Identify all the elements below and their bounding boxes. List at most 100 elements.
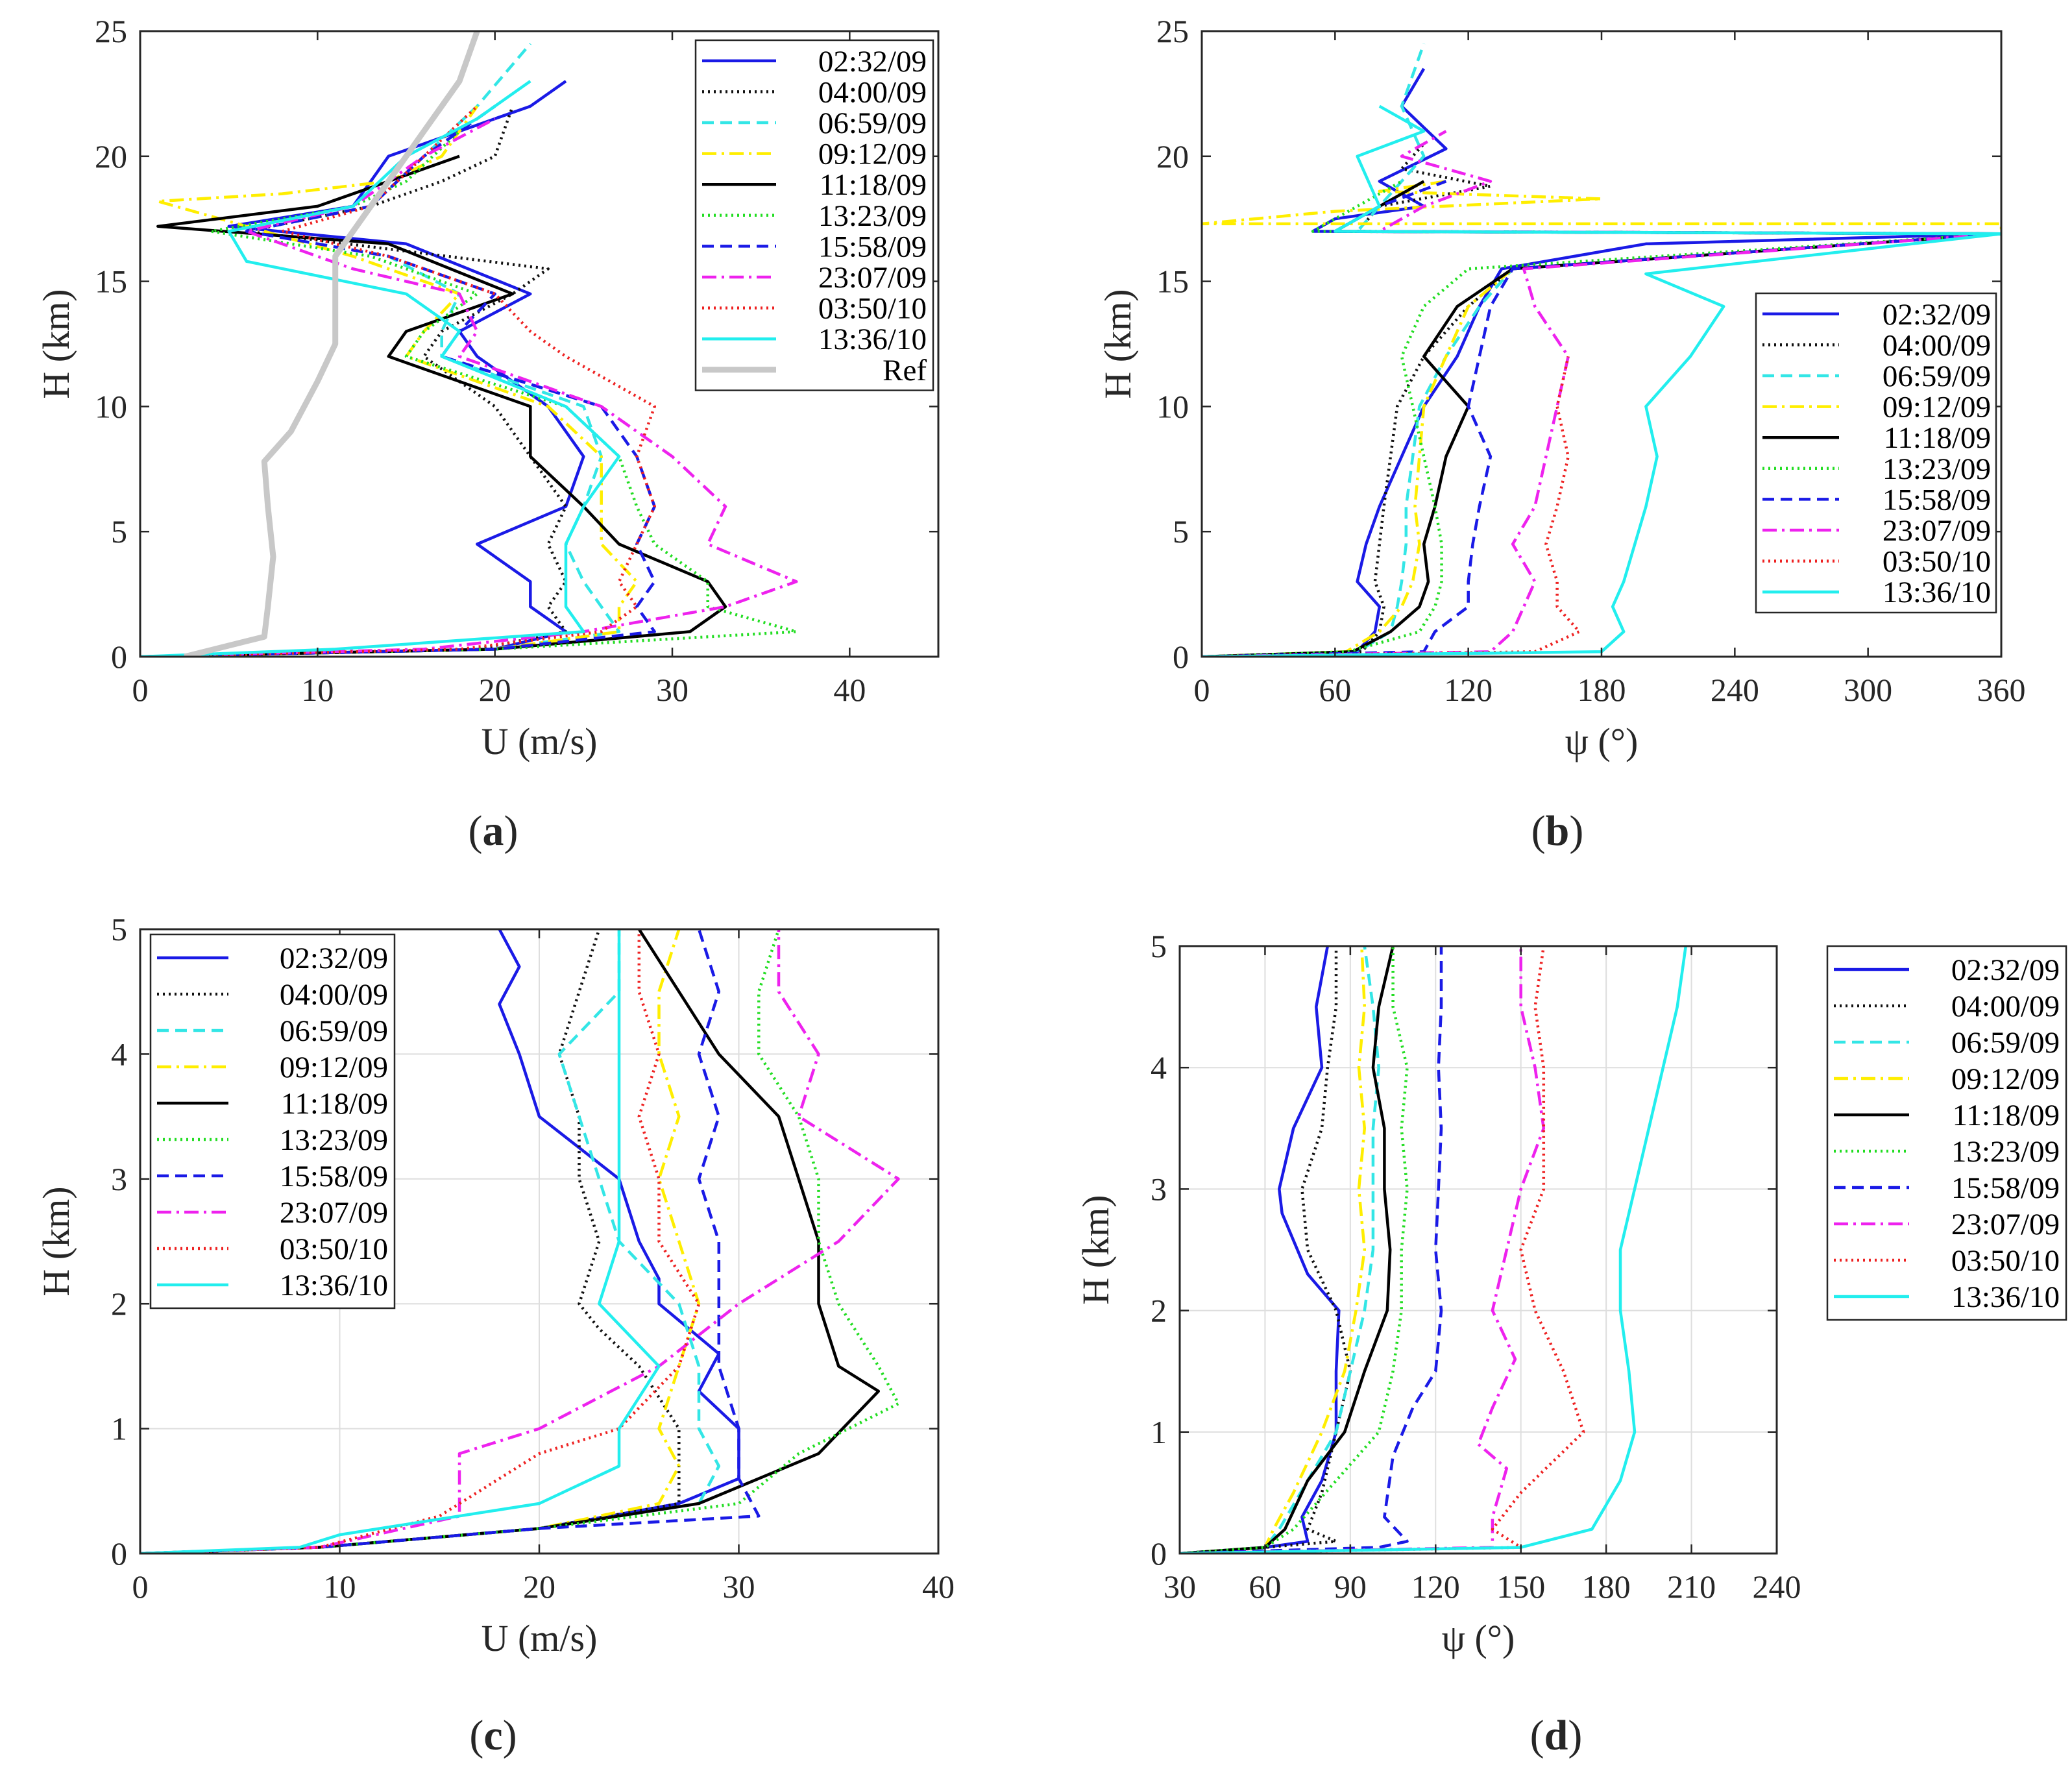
legend-entry-label: 03:50/10 <box>1951 1244 2060 1278</box>
series-line-13-23-09 <box>140 929 900 1553</box>
chart-panel-0: 0 10 20 30 40 0 5 10 15 20 25 U (m/s) H (km) (a) 02:32… <box>35 13 940 855</box>
x-tick-label: 30 <box>1164 1568 1196 1605</box>
legend: 02:32/0904:00/0906:59/0909:12/0911:18/09… <box>149 933 396 1310</box>
series-line-04-00-09 <box>140 105 568 657</box>
y-tick-label: 5 <box>1173 513 1189 550</box>
y-axis-label: H (km) <box>35 289 77 398</box>
series-line-06-59-09 <box>1180 946 1380 1553</box>
legend-entry-label: 13:23/09 <box>280 1123 388 1157</box>
x-tick-label: 60 <box>1249 1568 1281 1605</box>
x-axis-label: ψ (°) <box>1442 1617 1515 1659</box>
x-tick-label: 210 <box>1667 1568 1716 1605</box>
y-tick-label: 0 <box>1151 1535 1167 1572</box>
y-tick-label: 0 <box>111 639 127 675</box>
y-tick-label: 10 <box>95 388 127 424</box>
x-tick-label: 30 <box>656 672 689 708</box>
legend-entry-label: 03:50/10 <box>280 1232 388 1266</box>
legend-entry-label: 04:00/09 <box>280 978 388 1012</box>
legend-entry-label: 06:59/09 <box>280 1014 388 1048</box>
legend-entry-label: 15:58/09 <box>1883 483 1991 517</box>
series-line-02-32-09 <box>1180 946 1341 1553</box>
legend-entry-label: 03:50/10 <box>818 292 927 326</box>
series-line-13-36-10 <box>1180 946 1688 1553</box>
legend-entry-label: 23:07/09 <box>280 1196 388 1230</box>
y-tick-label: 0 <box>111 1535 127 1572</box>
legend-box <box>1826 945 2067 1321</box>
x-tick-label: 120 <box>1444 672 1493 708</box>
legend-entry-label: 13:36/10 <box>280 1269 388 1302</box>
plot-frame <box>1178 945 1778 1555</box>
legend-entry-label: 15:58/09 <box>280 1160 388 1193</box>
series-line-23-07-09 <box>1180 946 1546 1553</box>
y-tick-label: 5 <box>111 911 127 947</box>
legend-entry-label: 09:12/09 <box>1951 1062 2060 1096</box>
panel-label: (c) <box>469 1712 517 1759</box>
legend-entry-label: 09:12/09 <box>280 1051 388 1084</box>
series-line-03-50-10 <box>140 929 701 1553</box>
x-tick-label: 30 <box>723 1568 755 1605</box>
series-line-Ref <box>184 31 480 657</box>
y-tick-label: 0 <box>1173 639 1189 675</box>
series-line-04-00-09 <box>1202 143 2001 657</box>
x-tick-label: 120 <box>1411 1568 1460 1605</box>
legend-entry-label: 02:32/09 <box>1951 953 2060 987</box>
y-tick-label: 15 <box>1156 263 1189 300</box>
legend-entry-label: 13:36/10 <box>1951 1280 2060 1314</box>
series-line-15-58-09 <box>140 929 761 1553</box>
legend: 02:32/0904:00/0906:59/0909:12/0911:18/09… <box>1826 945 2067 1321</box>
legend-entry-label: 23:07/09 <box>1951 1208 2060 1241</box>
y-tick-label: 2 <box>1151 1293 1167 1329</box>
legend-entry-label: 02:32/09 <box>818 45 927 79</box>
series-line-11-18-09 <box>140 154 727 657</box>
chart-panel-3: 30 60 90 120 150 180 210 240 0 1 2 3 4 5 ψ (°) H (km) (d… <box>1075 928 2067 1759</box>
series-line-23-07-09 <box>140 117 798 657</box>
y-tick-label: 3 <box>111 1161 127 1197</box>
y-axis-label: H (km) <box>35 1186 77 1296</box>
series-line-23-07-09 <box>140 929 900 1553</box>
legend-entry-label: 11:18/09 <box>820 168 927 202</box>
legend: 02:32/0904:00/0906:59/0909:12/0911:18/09… <box>694 39 934 391</box>
series-line-03-50-10 <box>140 105 656 657</box>
legend-box <box>1755 292 1997 614</box>
panel-label: (d) <box>1530 1712 1583 1759</box>
series-line-03-50-10 <box>1180 946 1585 1553</box>
y-tick-label: 1 <box>111 1411 127 1447</box>
x-tick-label: 180 <box>1582 1568 1631 1605</box>
y-axis-label: H (km) <box>1097 289 1139 398</box>
x-tick-label: 360 <box>1977 672 2026 708</box>
legend-entry-label: 11:18/09 <box>1953 1099 2060 1132</box>
x-tick-label: 240 <box>1753 1568 1801 1605</box>
legend-entry-label: 13:23/09 <box>1883 452 1991 486</box>
legend-entry-label: 02:32/09 <box>1883 298 1991 332</box>
legend-entry-label: 15:58/09 <box>1951 1171 2060 1205</box>
y-tick-label: 25 <box>1156 13 1189 49</box>
legend-entry-label: 23:07/09 <box>1883 514 1991 548</box>
legend-entry-label: 13:23/09 <box>1951 1135 2060 1169</box>
legend-entry-label: 04:00/09 <box>1883 328 1991 362</box>
x-tick-label: 0 <box>132 1568 149 1605</box>
y-axis-label: H (km) <box>1075 1195 1117 1304</box>
legend-entry-label: 09:12/09 <box>1883 391 1991 424</box>
series-line-13-36-10 <box>140 929 661 1553</box>
y-tick-label: 20 <box>95 138 127 175</box>
x-axis-label: U (m/s) <box>481 1617 598 1659</box>
x-axis-label: U (m/s) <box>481 720 598 762</box>
series-line-09-12-09 <box>1202 180 2001 657</box>
y-tick-label: 5 <box>1151 928 1167 964</box>
legend-entry-label: 03:50/10 <box>1883 545 1991 579</box>
chart-panel-1: 0 60 120 180 240 300 360 0 5 10 15 20 25 ψ (°) H (km) (… <box>1097 13 2026 855</box>
panel-label: (a) <box>469 807 518 855</box>
legend-entry-label: 13:23/09 <box>818 199 927 233</box>
legend-entry-label: 13:36/10 <box>818 323 927 356</box>
legend-box <box>694 39 934 391</box>
x-tick-label: 40 <box>922 1568 955 1605</box>
y-tick-label: 25 <box>95 13 127 49</box>
y-tick-label: 5 <box>111 513 127 550</box>
x-tick-label: 0 <box>132 672 149 708</box>
y-tick-label: 15 <box>95 263 127 300</box>
x-tick-label: 60 <box>1319 672 1351 708</box>
legend-entry-label: 15:58/09 <box>818 230 927 263</box>
y-tick-label: 3 <box>1151 1171 1167 1207</box>
x-tick-label: 10 <box>301 672 334 708</box>
